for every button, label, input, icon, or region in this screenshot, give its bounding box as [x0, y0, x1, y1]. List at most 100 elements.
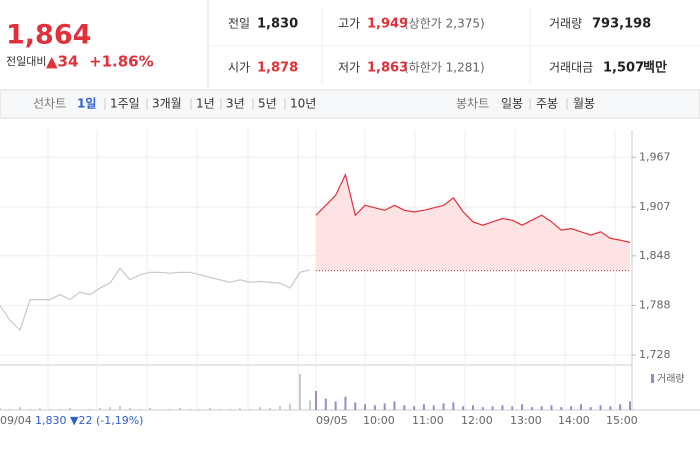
- change-pct: +1.86%: [89, 53, 154, 71]
- tab-group-label: 봉차트: [456, 97, 489, 111]
- period-tab[interactable]: 5년: [258, 97, 277, 111]
- volume-bar: [79, 409, 81, 410]
- volume-bar: [19, 407, 21, 410]
- volume-bar: [354, 402, 357, 410]
- info-label: 저가: [338, 61, 360, 75]
- info-value: 1,949: [367, 17, 408, 32]
- volume-bar: [324, 398, 327, 410]
- info-label: 고가: [338, 17, 360, 31]
- candle-tab[interactable]: 일봉: [501, 97, 523, 111]
- volume-bar: [309, 400, 311, 410]
- volume-bar: [169, 409, 171, 410]
- volume-bar: [599, 405, 602, 410]
- y-tick-label: 1,788: [639, 298, 671, 311]
- x-tick-label: 13:00: [510, 414, 542, 427]
- period-tab[interactable]: 1년: [196, 97, 215, 111]
- legend-label: 거래량: [657, 373, 685, 385]
- volume-bar: [59, 409, 61, 410]
- volume-bar: [560, 407, 563, 410]
- volume-bar: [69, 408, 71, 410]
- volume-bar: [432, 405, 435, 410]
- volume-bar: [0, 408, 1, 410]
- volume-bar: [89, 409, 91, 410]
- info-note: (하한가 1,281): [404, 61, 485, 75]
- volume-bar: [481, 407, 484, 410]
- candle-tab[interactable]: 월봉: [573, 97, 595, 111]
- x-tick-label: 09/04: [0, 414, 32, 427]
- volume-bar: [511, 406, 514, 410]
- volume-bar: [299, 373, 301, 410]
- tab-bar: [0, 89, 700, 119]
- volume-bar: [521, 404, 524, 410]
- chart: 1,967 1,907 1,848 1,788 1,728 거래량 09/04 09/05 10…: [0, 130, 700, 427]
- info-label: 거래대금: [549, 61, 593, 75]
- volume-bar: [119, 406, 121, 410]
- x-tick-label: 11:00: [412, 414, 444, 427]
- volume-bar: [179, 408, 181, 410]
- volume-bar: [39, 408, 41, 410]
- info-value: 793,198: [592, 17, 651, 32]
- x-tick-label: 09/05: [316, 414, 348, 427]
- volume-bar: [219, 409, 221, 410]
- volume-bar: [629, 401, 631, 410]
- volume-bar: [530, 407, 533, 410]
- volume-bar: [383, 403, 386, 410]
- volume-bar: [570, 406, 573, 410]
- period-tab[interactable]: 1주일: [110, 97, 140, 111]
- area: [316, 174, 630, 271]
- prev-summary: 1,830 ▼22 (-1,19%): [35, 414, 143, 427]
- volume-bar: [422, 404, 425, 410]
- info-value: 1,507: [603, 61, 644, 76]
- period-tab[interactable]: 3년: [226, 97, 245, 111]
- volume-bar: [249, 409, 251, 410]
- volume-bar: [413, 406, 416, 410]
- volume-bar: [344, 396, 347, 410]
- tabs: 1일 1주일 3개월 1년 3년 5년 10년 일봉 주봉 월봉: [77, 97, 595, 111]
- volume-bar: [269, 408, 271, 410]
- info-value: 1,830: [257, 17, 298, 32]
- volume-bar: [199, 409, 201, 410]
- period-tab[interactable]: 10년: [290, 97, 316, 111]
- volume-bar: [491, 406, 494, 410]
- volume-bar: [139, 409, 141, 410]
- y-tick-label: 1,967: [639, 150, 671, 163]
- volume-bar: [149, 408, 151, 410]
- volume-bar: [129, 408, 131, 410]
- y-tick-label: 1,728: [639, 348, 671, 361]
- volume-bar: [315, 391, 317, 410]
- info-label: 거래량: [549, 17, 582, 31]
- volume-bar: [452, 402, 455, 410]
- volume-bar: [289, 404, 291, 410]
- x-tick-label: 14:00: [558, 414, 590, 427]
- candle-tab[interactable]: 주봉: [536, 97, 558, 111]
- volume-bar: [540, 406, 543, 410]
- volume-bar: [209, 408, 211, 410]
- volume-bar: [99, 408, 101, 410]
- change-label: 전일대비: [6, 54, 46, 68]
- info-label: 전일: [228, 17, 250, 31]
- volume-bar: [9, 409, 11, 410]
- y-tick-label: 1,848: [639, 249, 671, 262]
- info-label: 시가: [228, 61, 250, 75]
- info-unit: 백만: [643, 60, 667, 76]
- price: 1,864: [6, 20, 91, 51]
- volume-bar: [364, 404, 367, 410]
- volume-bar: [589, 407, 592, 410]
- volume-bar: [239, 408, 241, 410]
- period-tab[interactable]: 3개월: [152, 97, 182, 111]
- legend-swatch: [651, 374, 654, 383]
- volume-bar: [373, 405, 376, 410]
- tab-group-label: 선차트: [33, 97, 66, 111]
- volume-bar: [229, 409, 231, 410]
- volume-bar: [29, 409, 31, 410]
- volume-bar: [49, 409, 51, 410]
- info-value: 1,863: [367, 61, 408, 76]
- volume-bar: [579, 404, 582, 410]
- period-tab[interactable]: 1일: [77, 97, 96, 111]
- volume-bar: [334, 401, 337, 410]
- y-tick-label: 1,907: [639, 200, 671, 213]
- volume-bar: [403, 405, 406, 410]
- info-value: 1,878: [257, 61, 298, 76]
- change: ▲34: [46, 53, 78, 71]
